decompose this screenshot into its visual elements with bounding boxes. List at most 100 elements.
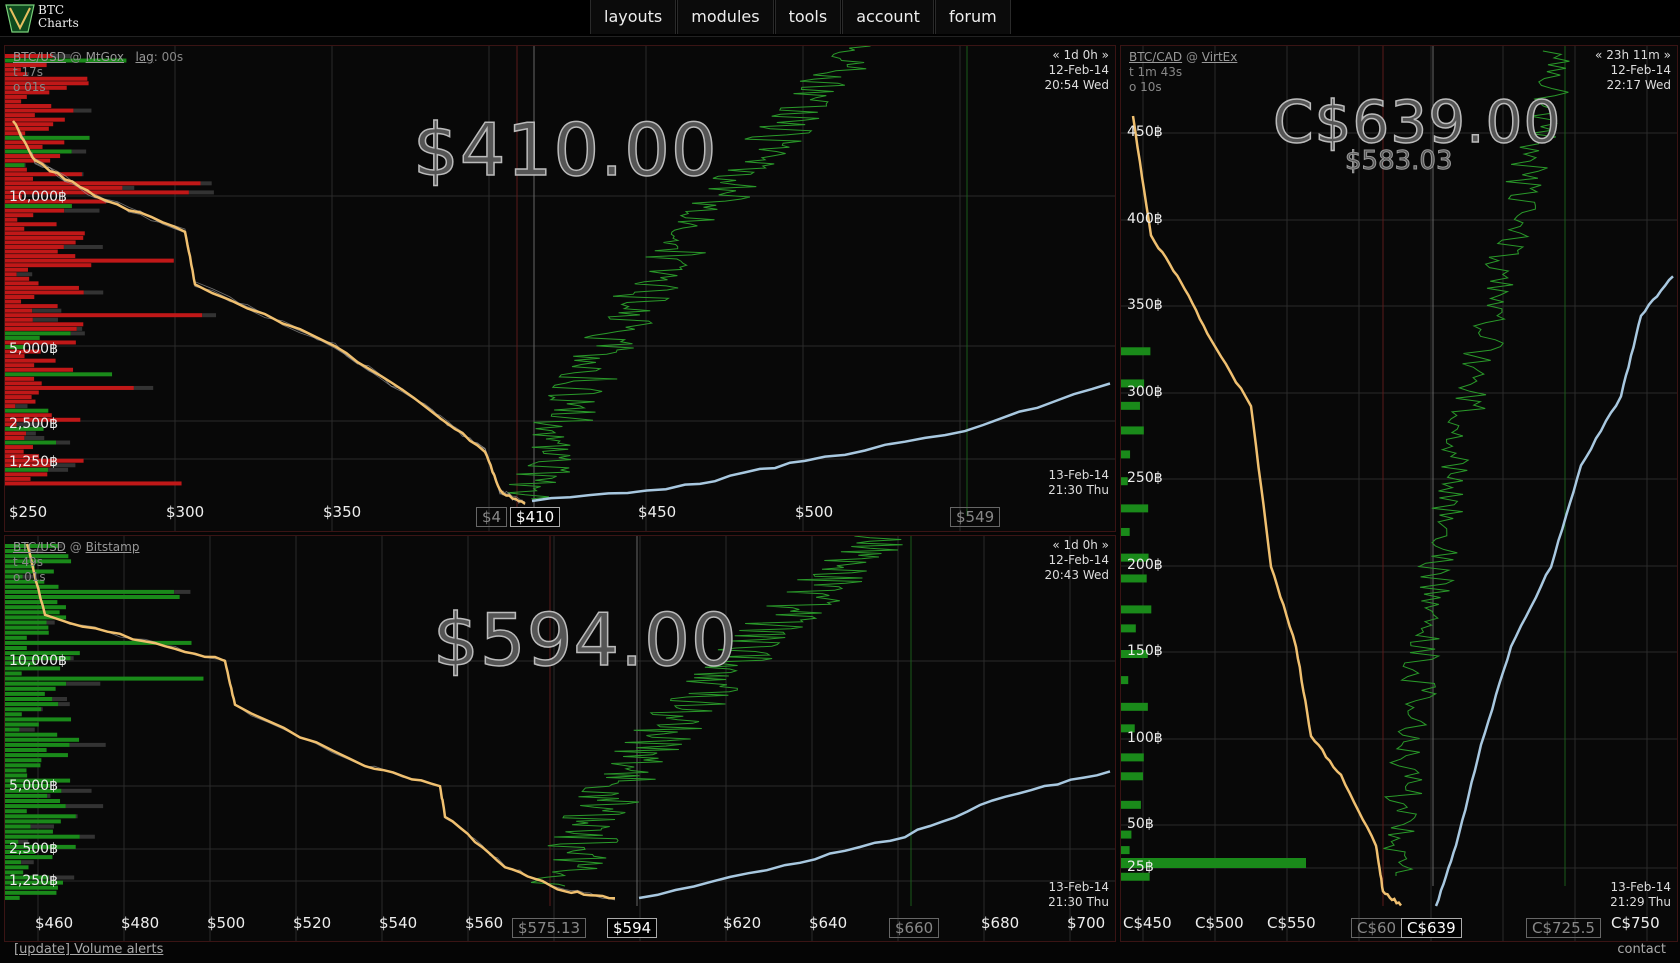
volume-bar [5, 131, 26, 136]
ytick-label: 250฿ [1127, 470, 1163, 486]
volume-bar-ghost [76, 326, 83, 331]
nav-layouts[interactable]: layouts [590, 0, 677, 34]
volume-bar [5, 399, 36, 404]
nav-account[interactable]: account [842, 0, 934, 34]
volume-bar [5, 819, 61, 824]
end-clock-virtex: 21:29 Thu [1610, 895, 1671, 909]
nav-forum[interactable]: forum [934, 0, 1011, 34]
logo-line1: BTC [38, 3, 65, 17]
volume-bar [5, 829, 53, 834]
volume-bar [5, 799, 61, 803]
volume-bar [5, 753, 68, 758]
volume-bar [5, 804, 66, 809]
at-sign: @ [69, 540, 82, 554]
volume-bar [5, 117, 65, 122]
app-logo[interactable]: BTC Charts [4, 2, 84, 34]
lag-link-mtgox[interactable]: lag [135, 50, 154, 64]
volume-bar [5, 768, 27, 773]
pair-link-mtgox[interactable]: BTC/USD [13, 50, 66, 64]
pair-link-bitstamp[interactable]: BTC/USD [13, 540, 66, 554]
chart-panel-bitstamp[interactable]: BTC/USD @ Bitstamp t 49s o 01s « 1d 0h »… [4, 535, 1116, 942]
volume-bar [5, 249, 58, 254]
volume-bar [5, 181, 201, 186]
volume-bar [5, 381, 42, 386]
panel-title-bitstamp: BTC/USD @ Bitstamp t 49s o 01s [13, 540, 139, 585]
volume-bar-ghost [66, 681, 101, 686]
chart-panel-mtgox[interactable]: BTC/USD @ MtGox lag: 00s t 17s o 01s « 1… [4, 45, 1116, 532]
exchange-link-bitstamp[interactable]: Bitstamp [85, 540, 140, 554]
last-price-virtex: C$639.00 [1272, 87, 1562, 157]
pair-link-virtex[interactable]: BTC/CAD [1129, 50, 1183, 64]
nav-tools[interactable]: tools [774, 0, 842, 34]
volume-bar [5, 363, 35, 368]
volume-bar [5, 281, 39, 286]
volume-bar-ghost [64, 208, 100, 213]
volume-bar-ghost [202, 313, 217, 318]
ytick-label: 10,000฿ [9, 653, 67, 669]
volume-bar [1121, 347, 1151, 356]
exchange-link-virtex[interactable]: VirtEx [1201, 50, 1238, 64]
volume-bar [5, 90, 50, 95]
volume-bar-ghost [52, 54, 71, 58]
volume-bar [5, 417, 81, 422]
volume-bar [5, 564, 35, 569]
volume-bar-ghost [61, 788, 92, 793]
ask-depth-line [638, 770, 1111, 900]
volume-bar [5, 295, 35, 300]
volume-bar [5, 895, 20, 900]
panel-title-virtex: BTC/CAD @ VirtEx t 1m 43s o 10s [1129, 50, 1237, 95]
chart-panel-virtex[interactable]: BTC/CAD @ VirtEx t 1m 43s o 10s « 23h 11… [1120, 45, 1678, 942]
end-clock-bitstamp: 21:30 Thu [1048, 895, 1109, 909]
depth-chart-virtex[interactable] [1121, 46, 1677, 941]
o-line-bitstamp: o 01s [13, 570, 46, 584]
start-date-mtgox: 12-Feb-14 [1048, 63, 1109, 77]
volume-bar [5, 113, 35, 118]
volume-bar [5, 809, 27, 814]
volume-bar [5, 172, 82, 177]
volume-bar [5, 702, 59, 707]
at-sign: @ [69, 50, 82, 64]
volume-bar [1121, 401, 1140, 410]
volume-bar [5, 574, 23, 579]
volume-bar [5, 783, 51, 788]
nav-modules[interactable]: modules [677, 0, 774, 34]
xtick-label: C$750 [1611, 914, 1660, 932]
volume-bar [5, 104, 52, 109]
volume-alerts-link[interactable]: [update] Volume alerts [14, 942, 164, 957]
volume-bar [5, 844, 76, 849]
exchange-link-mtgox[interactable]: MtGox [85, 50, 125, 64]
volume-bar [5, 559, 72, 564]
time-range-virtex: « 23h 11m » 12-Feb-14 22:17 Wed [1595, 48, 1671, 93]
volume-bar-ghost [75, 814, 78, 819]
end-time-bitstamp: 13-Feb-14 21:30 Thu [1048, 880, 1109, 910]
logo-shield-icon [5, 4, 35, 33]
volume-bar-ghost [22, 574, 36, 579]
converted-price-virtex: $583.03 [1345, 146, 1454, 177]
contact-link[interactable]: contact [1617, 942, 1666, 957]
range-nav-bitstamp[interactable]: « 1d 0h » [1052, 538, 1109, 552]
time-range-mtgox: « 1d 0h » 12-Feb-14 20:54 Wed [1044, 48, 1109, 93]
volume-bar [5, 367, 74, 372]
ytick-label: 2,500฿ [9, 841, 58, 857]
ytick-label: 2,500฿ [9, 416, 58, 432]
lag-value-mtgox: : 00s [153, 50, 184, 64]
trade-history-line [1383, 50, 1570, 876]
volume-bar-ghost [32, 317, 58, 322]
range-nav-mtgox[interactable]: « 1d 0h » [1052, 48, 1109, 62]
start-time-virtex: 22:17 Wed [1606, 78, 1671, 92]
volume-bar-ghost [24, 163, 26, 168]
trade-history-line [507, 46, 871, 502]
volume-bar [5, 190, 189, 195]
volume-bar [5, 158, 51, 163]
volume-bar [5, 737, 80, 742]
range-nav-virtex[interactable]: « 23h 11m » [1595, 48, 1671, 62]
volume-bar [5, 126, 49, 131]
volume-bar [1121, 846, 1130, 855]
volume-bar-ghost [50, 463, 76, 468]
volume-bar-ghost [32, 308, 62, 313]
volume-bar [5, 54, 53, 58]
volume-bar [5, 304, 58, 309]
depth-chart-bitstamp[interactable] [5, 536, 1115, 941]
volume-bar [5, 258, 174, 263]
depth-chart-mtgox[interactable] [5, 46, 1115, 531]
